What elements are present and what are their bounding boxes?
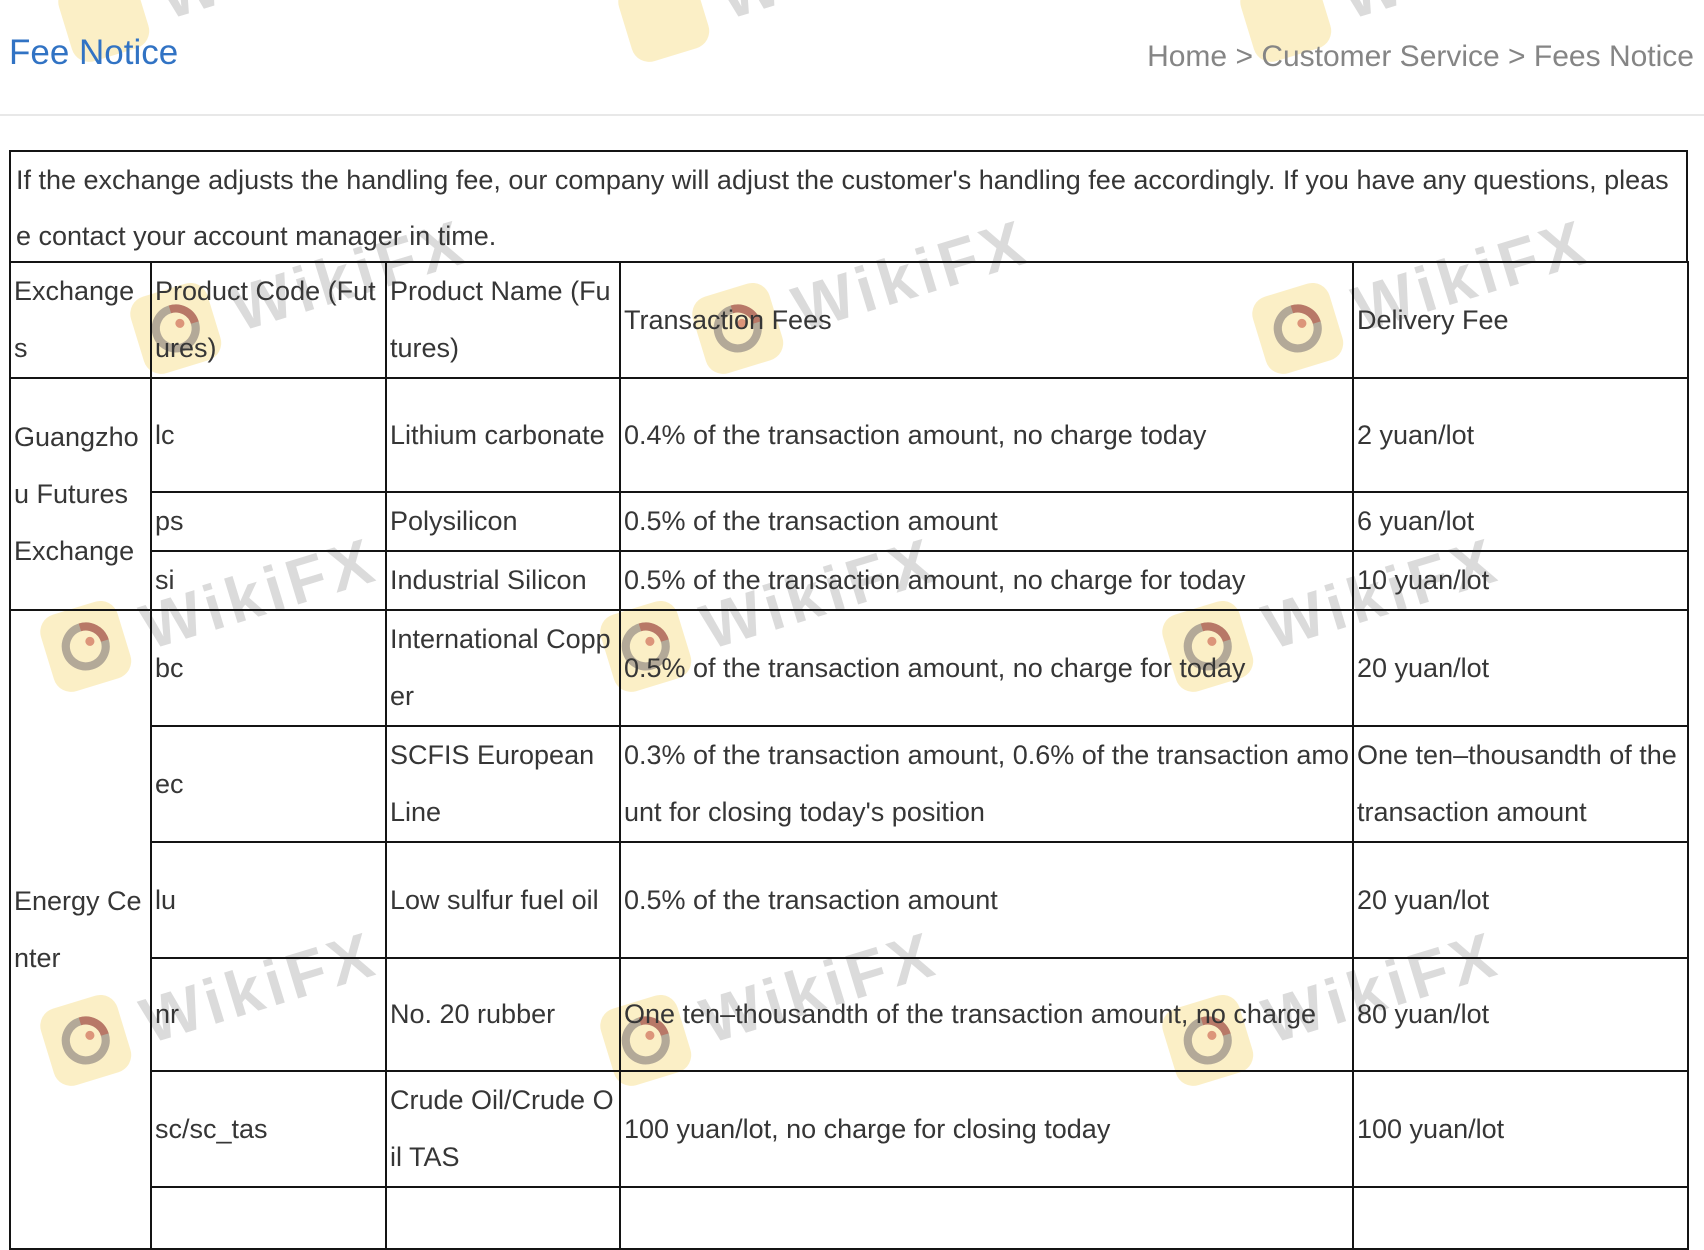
cell-delivery-fee: 10 yuan/lot	[1352, 550, 1689, 611]
table-row: nr No. 20 rubber One ten–thousandth of t…	[10, 957, 1689, 1072]
cell-exchange: Energy Center	[9, 609, 152, 1250]
cell-product-code: sc/sc_tas	[150, 1070, 387, 1188]
header-product-name: Product Name (Futures)	[385, 261, 621, 379]
table-row: sc/sc_tas Crude Oil/Crude Oil TAS 100 yu…	[10, 1070, 1689, 1188]
cell-transaction-fee: 0.5% of the transaction amount, no charg…	[619, 550, 1354, 611]
cell-product-name: International Copper	[385, 609, 621, 727]
cell-transaction-fee: 0.5% of the transaction amount	[619, 841, 1354, 959]
cell-exchange: Guangzhou Futures Exchange	[9, 377, 152, 611]
cell-product-name: Lithium carbonate	[385, 377, 621, 493]
cell-product-code: ec	[150, 725, 387, 843]
cell-delivery-fee: 100 yuan/lot	[1352, 1070, 1689, 1188]
breadcrumb-current-fees-notice: Fees Notice	[1533, 40, 1694, 73]
table-row: lu Low sulfur fuel oil 0.5% of the trans…	[10, 841, 1689, 959]
breadcrumb-link-home[interactable]: Home	[1147, 40, 1228, 73]
cell-product-name: No. 20 rubber	[385, 957, 621, 1072]
cell-delivery-fee: 20 yuan/lot	[1352, 841, 1689, 959]
cell-delivery-fee: 20 yuan/lot	[1352, 609, 1689, 727]
breadcrumb: Home > Customer Service > Fees Notice	[1147, 40, 1694, 74]
header-exchanges: Exchanges	[9, 261, 152, 379]
breadcrumb-separator: >	[1227, 40, 1262, 73]
cell-delivery-fee	[1352, 1186, 1689, 1250]
breadcrumb-separator: >	[1499, 40, 1534, 73]
header-product-code: Product Code (Futures)	[150, 261, 387, 379]
header-transaction-fees: Transaction Fees	[619, 261, 1354, 379]
cell-product-name: Polysilicon	[385, 491, 621, 552]
cell-product-name: Crude Oil/Crude Oil TAS	[385, 1070, 621, 1188]
cell-product-code: bc	[150, 609, 387, 727]
cell-product-code	[150, 1186, 387, 1250]
cell-product-name: Industrial Silicon	[385, 550, 621, 611]
header-divider	[0, 114, 1704, 116]
table-row: ps Polysilicon 0.5% of the transaction a…	[10, 491, 1689, 552]
cell-product-name	[385, 1186, 621, 1250]
cell-product-code: lu	[150, 841, 387, 959]
cell-transaction-fee: One ten–thousandth of the transaction am…	[619, 957, 1354, 1072]
cell-transaction-fee: 0.5% of the transaction amount, no charg…	[619, 609, 1354, 727]
fees-table: Exchanges Product Code (Futures) Product…	[9, 261, 1689, 1250]
cell-transaction-fee: 0.5% of the transaction amount	[619, 491, 1354, 552]
cell-product-code: lc	[150, 377, 387, 493]
table-header-row: Exchanges Product Code (Futures) Product…	[9, 261, 1689, 379]
table-row: Guangzhou Futures Exchange lc Lithium ca…	[9, 377, 1689, 611]
cell-transaction-fee	[619, 1186, 1354, 1250]
cell-transaction-fee: 0.4% of the transaction amount, no charg…	[619, 377, 1354, 493]
wikifx-logo-watermark	[613, 0, 714, 67]
cell-product-code: ps	[150, 491, 387, 552]
cell-delivery-fee: One ten–thousandth of the transaction am…	[1352, 725, 1689, 843]
cell-delivery-fee: 6 yuan/lot	[1352, 491, 1689, 552]
table-row-partial	[10, 1186, 1689, 1250]
cell-product-code: si	[150, 550, 387, 611]
wikifx-watermark: WikiFX	[613, 0, 965, 67]
cell-product-name: Low sulfur fuel oil	[385, 841, 621, 959]
table-row: ec SCFIS European Line 0.3% of the trans…	[10, 725, 1689, 843]
cell-transaction-fee: 100 yuan/lot, no charge for closing toda…	[619, 1070, 1354, 1188]
cell-delivery-fee: 80 yuan/lot	[1352, 957, 1689, 1072]
header-delivery-fee: Delivery Fee	[1352, 261, 1689, 379]
page-title: Fee Notice	[9, 33, 179, 72]
table-row: Energy Center bc International Copper 0.…	[9, 609, 1689, 1250]
fee-notice-paragraph: If the exchange adjusts the handling fee…	[9, 150, 1688, 263]
table-row: si Industrial Silicon 0.5% of the transa…	[10, 550, 1689, 611]
cell-product-name: SCFIS European Line	[385, 725, 621, 843]
cell-transaction-fee: 0.3% of the transaction amount, 0.6% of …	[619, 725, 1354, 843]
cell-delivery-fee: 2 yuan/lot	[1352, 377, 1689, 493]
breadcrumb-link-customer-service[interactable]: Customer Service	[1261, 40, 1500, 73]
cell-product-code: nr	[150, 957, 387, 1072]
